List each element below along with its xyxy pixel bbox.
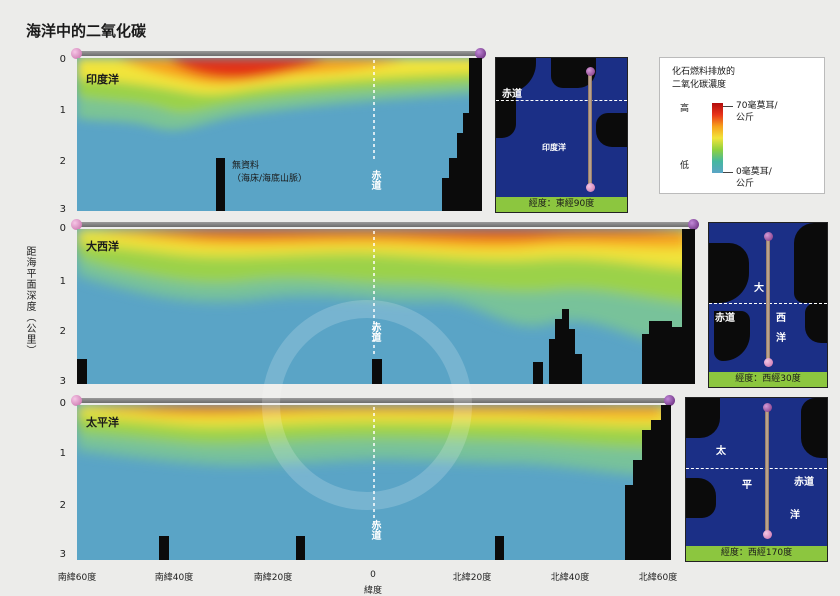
section-end-knob [664, 395, 675, 406]
section-start-knob [71, 219, 82, 230]
legend-min-line1: 0毫莫耳/ [736, 167, 772, 177]
y-tick: 1 [59, 448, 66, 459]
chart-title: 海洋中的二氧化碳 [26, 22, 147, 40]
x-tick: 南緯40度 [154, 573, 194, 583]
map-ocean-char: 洋 [790, 510, 800, 521]
atlantic-ocean-co2-plot [77, 229, 695, 384]
y-tick: 0 [59, 398, 66, 409]
x-tick: 北緯60度 [638, 573, 678, 583]
ocean-label: 印度洋 [86, 73, 119, 86]
x-tick: 南緯60度 [57, 573, 97, 583]
ocean-label: 大西洋 [86, 240, 119, 253]
pacific-ocean-co2-plot [77, 405, 671, 560]
map-equator-label: 赤道 [715, 313, 735, 324]
land-australia [686, 478, 716, 518]
legend-tick-line-max [723, 106, 733, 107]
indian-ocean-co2-plot [77, 58, 482, 211]
equator-label: 赤道 [369, 322, 380, 342]
y-tick: 1 [59, 105, 66, 116]
land-north-america [801, 398, 827, 458]
legend-max: 70毫莫耳/ 公斤 [736, 100, 778, 124]
land-europe-africa [794, 223, 827, 303]
y-tick: 1 [59, 276, 66, 287]
map-equator-label: 赤道 [794, 477, 814, 488]
equator-label: 赤道 [369, 520, 380, 540]
y-axis-label: 距海平面深度（公里） [24, 246, 35, 356]
y-tick: 0 [59, 223, 66, 234]
land-africa-south [805, 303, 827, 343]
map-ocean-char: 太 [716, 446, 726, 457]
section-end-knob [688, 219, 699, 230]
legend-title: 化石燃料排放的 二氧化碳濃度 [672, 66, 735, 92]
map-ocean-char: 大 [754, 283, 764, 294]
map-equator-label: 赤道 [502, 89, 522, 100]
map-caption: 經度：西經30度 [709, 372, 827, 387]
section-start-knob [71, 48, 82, 59]
section-depth-bar [76, 398, 670, 403]
x-tick: 南緯20度 [253, 573, 293, 583]
rod-bottom-knob [764, 358, 773, 367]
rod-bottom-knob [763, 530, 772, 539]
section-depth-bar [76, 51, 482, 56]
y-tick: 3 [59, 376, 66, 387]
equator-line [496, 100, 627, 101]
rod-top-knob [764, 232, 773, 241]
no-data-title: 無資料 [232, 161, 260, 171]
y-tick: 2 [59, 326, 66, 337]
map-ocean-char: 西 [776, 313, 786, 324]
equator-line [686, 468, 827, 469]
y-tick: 0 [59, 54, 66, 65]
y-tick: 2 [59, 156, 66, 167]
rod-bottom-knob [586, 183, 595, 192]
section-rod [766, 237, 770, 363]
x-axis-label: 緯度 [363, 586, 383, 596]
legend: 化石燃料排放的 二氧化碳濃度 高 低 70毫莫耳/ 公斤 0毫莫耳/ 公斤 [659, 57, 825, 194]
map-ocean-char: 洋 [776, 333, 786, 344]
section-start-knob [71, 395, 82, 406]
rod-top-knob [586, 67, 595, 76]
ocean-label: 太平洋 [86, 416, 119, 429]
section-end-knob [475, 48, 486, 59]
equator-label: 赤道 [369, 170, 380, 190]
map-ocean-name: 印度洋 [542, 143, 566, 152]
legend-colorbar [712, 103, 723, 173]
atlantic-ocean-map: 赤道 大 西 洋 經度：西經30度 [708, 222, 828, 388]
land-americas-north [709, 243, 749, 303]
y-tick: 2 [59, 500, 66, 511]
legend-title-line2: 二氧化碳濃度 [672, 80, 727, 90]
land-asia [686, 398, 720, 438]
land-australia [596, 113, 627, 147]
section-rod [765, 408, 769, 533]
map-caption: 經度：西經170度 [686, 546, 827, 561]
no-data-annotation: 無資料 （海床/海底山脈） [232, 160, 307, 186]
indian-ocean-map: 赤道 印度洋 經度：東經90度 [495, 57, 628, 213]
x-tick: 北緯40度 [550, 573, 590, 583]
legend-max-line1: 70毫莫耳/ [736, 101, 778, 111]
y-tick: 3 [59, 549, 66, 560]
legend-min: 0毫莫耳/ 公斤 [736, 166, 772, 190]
pacific-ocean-map: 赤道 太 平 洋 經度：西經170度 [685, 397, 828, 562]
map-caption: 經度：東經90度 [496, 197, 627, 212]
map-ocean-char: 平 [742, 480, 752, 491]
rod-top-knob [763, 403, 772, 412]
section-depth-bar [76, 222, 693, 227]
legend-high: 高 [680, 104, 690, 114]
section-rod [588, 72, 592, 187]
no-data-desc: （海床/海底山脈） [232, 174, 308, 184]
legend-max-line2: 公斤 [736, 113, 755, 123]
x-tick: 0 [370, 570, 376, 580]
legend-low: 低 [680, 161, 690, 171]
legend-title-line1: 化石燃料排放的 [672, 67, 736, 77]
x-tick: 北緯20度 [452, 573, 492, 583]
legend-min-line2: 公斤 [736, 179, 755, 189]
y-tick: 3 [59, 204, 66, 215]
legend-tick-line-min [723, 172, 733, 173]
